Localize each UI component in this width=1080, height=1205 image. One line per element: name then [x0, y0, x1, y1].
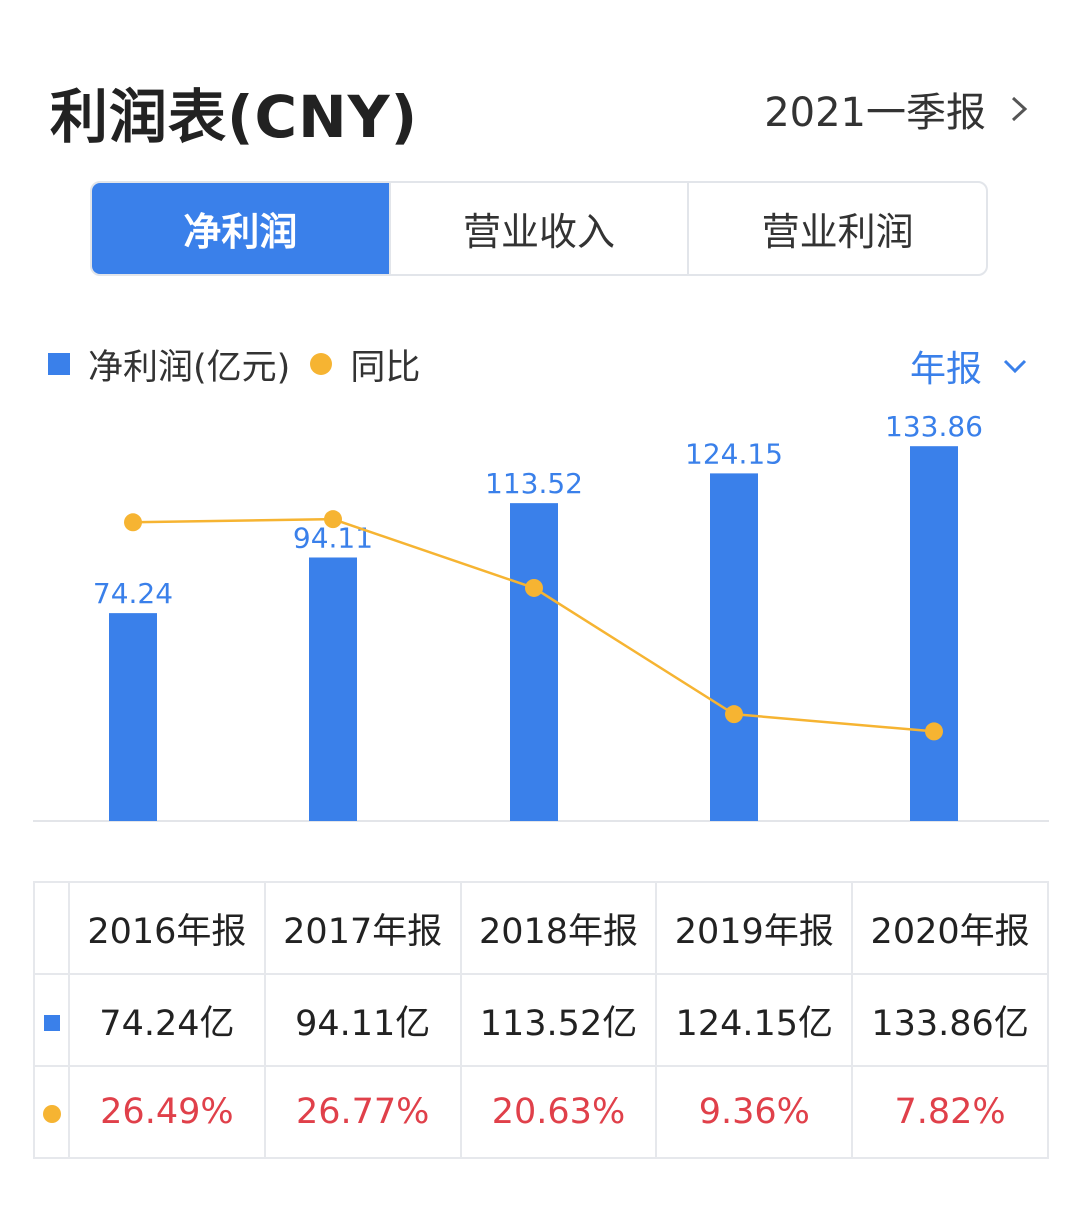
line-legend-marker	[310, 353, 333, 375]
table-row-yoy: 26.49% 26.77% 20.63% 9.36% 7.82%	[33, 1065, 1049, 1159]
table-cell: 113.52亿	[459, 973, 658, 1067]
report-type-dropdown[interactable]: 年报	[910, 340, 1030, 392]
bar-2017年报	[309, 557, 357, 821]
tab-revenue[interactable]: 营业收入	[388, 183, 688, 274]
bar-2018年报	[510, 503, 558, 821]
bar-2016年报	[109, 613, 157, 821]
table-header-cell: 2016年报	[68, 881, 266, 975]
yoy-point-2017年报	[324, 510, 342, 529]
table-header-cell: 2017年报	[263, 881, 462, 975]
bar-legend-marker	[48, 353, 70, 375]
chevron-down-icon	[1003, 359, 1027, 374]
period-selector[interactable]: 2021一季报	[764, 80, 1034, 138]
bar-value-label: 113.52	[485, 467, 583, 500]
table-cell: 133.86亿	[851, 973, 1049, 1067]
table-cell: 20.63%	[459, 1065, 658, 1159]
table-cell: 124.15亿	[655, 973, 854, 1067]
table-corner	[33, 881, 70, 975]
square-marker-icon	[43, 1015, 60, 1031]
row-marker-cell	[33, 973, 70, 1067]
table-cell: 7.82%	[851, 1065, 1049, 1159]
bar-value-label: 74.24	[93, 577, 173, 610]
table-cell: 26.49%	[68, 1065, 266, 1159]
bar-legend-label: 净利润(亿元)	[88, 347, 291, 388]
period-label: 2021一季报	[764, 90, 986, 136]
tab-net-profit[interactable]: 净利润	[92, 183, 389, 274]
bar-2020年报	[910, 446, 958, 821]
data-table: 2016年报 2017年报 2018年报 2019年报 2020年报 74.24…	[33, 881, 1049, 1159]
line-legend-label: 同比	[350, 347, 421, 388]
table-header-row: 2016年报 2017年报 2018年报 2019年报 2020年报	[33, 881, 1049, 975]
table-header-cell: 2018年报	[459, 881, 658, 975]
report-type-label: 年报	[909, 349, 982, 390]
yoy-point-2019年报	[725, 705, 743, 724]
row-marker-cell	[33, 1065, 70, 1159]
table-header-cell: 2020年报	[851, 881, 1049, 975]
yoy-point-2016年报	[124, 513, 142, 532]
yoy-point-2020年报	[925, 722, 943, 741]
table-cell: 9.36%	[655, 1065, 854, 1159]
bar-2019年报	[710, 473, 758, 821]
chevron-right-icon	[1011, 96, 1028, 122]
table-cell: 74.24亿	[68, 973, 266, 1067]
tab-operating-profit[interactable]: 营业利润	[687, 183, 986, 274]
yoy-point-2018年报	[525, 578, 543, 597]
table-header-cell: 2019年报	[655, 881, 854, 975]
chart-legend: 净利润(亿元) 同比	[48, 338, 420, 390]
page-title: 利润表(CNY)	[50, 83, 419, 151]
bar-value-label: 133.86	[885, 410, 983, 443]
dot-marker-icon	[42, 1105, 61, 1123]
metric-tabs: 净利润 营业收入 营业利润	[90, 181, 988, 276]
table-cell: 26.77%	[263, 1065, 462, 1159]
table-row-net-profit: 74.24亿 94.11亿 113.52亿 124.15亿 133.86亿	[33, 973, 1049, 1067]
table-cell: 94.11亿	[263, 973, 462, 1067]
bar-value-label: 124.15	[685, 437, 783, 470]
